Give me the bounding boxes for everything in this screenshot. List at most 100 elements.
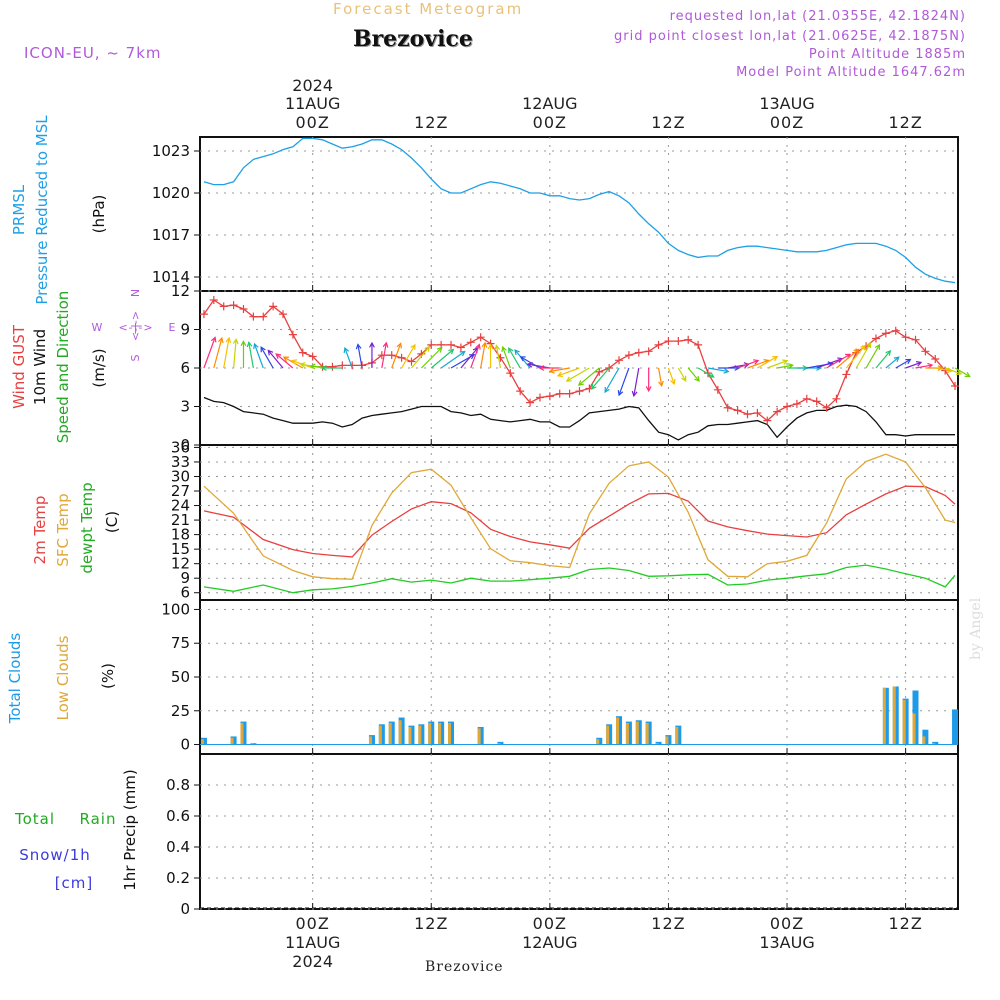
gust-marker: [555, 389, 564, 398]
wind-arrow: [591, 367, 610, 390]
time-tick-top: 00Z: [533, 113, 567, 132]
wind-arrow: [935, 367, 953, 372]
wind-arrow: [633, 367, 640, 396]
y-tick-label: 100: [161, 600, 190, 618]
compass-ns-arrow: <-|->: [129, 311, 142, 341]
y-tick-label: 1023: [152, 142, 190, 160]
series-2m-temp: [203, 485, 956, 558]
bar-low-clouds: [398, 720, 402, 745]
gust-marker: [565, 389, 574, 398]
bar-total-clouds: [952, 709, 959, 745]
label-low-clouds: Low Clouds: [54, 635, 72, 720]
gust-marker: [229, 301, 238, 310]
time-tick-top: 12Z: [414, 113, 448, 132]
gust-marker: [891, 326, 900, 335]
wind-arrow-head: [382, 341, 389, 348]
year-tick-bottom: 2024: [292, 952, 333, 971]
bar-low-clouds: [200, 739, 204, 745]
gust-marker: [763, 416, 772, 425]
wind-arrow: [737, 359, 759, 369]
label-sfc-temp: SFC Temp: [54, 493, 72, 566]
bar-low-clouds: [675, 726, 679, 745]
bar-low-clouds: [438, 722, 442, 745]
wind-arrow: [460, 347, 479, 369]
wind-arrow-head: [782, 359, 789, 365]
wind-arrow-head: [436, 346, 443, 353]
gust-marker: [733, 406, 742, 415]
time-tick-bottom: 00Z: [295, 914, 329, 933]
bar-low-clouds: [408, 726, 412, 745]
wind-arrow: [260, 346, 274, 369]
wind-arrow: [495, 345, 502, 369]
y-tick-label: 3: [180, 398, 190, 416]
wind-arrow: [440, 350, 466, 369]
wind-arrow-head: [469, 354, 476, 360]
gust-marker: [624, 351, 633, 360]
y-tick-label: 18: [171, 526, 190, 544]
bar-low-clouds: [448, 722, 452, 745]
gust-marker: [634, 348, 643, 357]
gust-marker: [951, 381, 960, 390]
gust-marker: [516, 387, 525, 396]
y-tick-label: 9: [180, 569, 190, 587]
bar-low-clouds: [230, 737, 234, 745]
gust-marker: [773, 407, 782, 416]
label-total-clouds: Total Clouds: [6, 633, 24, 725]
gust-marker: [802, 394, 811, 403]
wind-arrow: [687, 367, 700, 382]
wind-arrow-head: [253, 342, 259, 350]
time-tick-top: 00Z: [295, 113, 329, 132]
bar-low-clouds: [368, 736, 372, 745]
wind-arrow-head: [494, 344, 501, 351]
y-tick-label: 9: [180, 321, 190, 339]
bar-low-clouds: [250, 743, 254, 745]
wind-arrow: [667, 367, 675, 385]
compass-ew-arrow: <-|->: [118, 321, 153, 334]
wind-arrow-head: [905, 358, 912, 365]
y-tick-label: 1017: [152, 226, 190, 244]
gust-marker: [328, 362, 337, 371]
date-tick-top: 13AUG: [759, 94, 814, 113]
label-snow: Snow/1h: [19, 846, 91, 864]
bar-low-clouds: [922, 736, 926, 745]
label-speed-direction: Speed and Direction: [54, 291, 72, 444]
wind-arrow: [885, 356, 900, 369]
wind-arrow-head: [369, 341, 375, 348]
wind-arrow-head: [538, 365, 545, 371]
bar-low-clouds: [606, 725, 610, 745]
panel-precip: [199, 753, 959, 910]
gust-marker: [496, 353, 505, 362]
bar-low-clouds: [892, 686, 896, 745]
gust-marker: [654, 340, 663, 349]
time-tick-bottom: 12Z: [414, 914, 448, 933]
gust-marker: [506, 369, 515, 378]
wind-arrow-head: [210, 336, 217, 343]
gust-marker: [219, 302, 228, 311]
wind-arrow: [657, 367, 663, 386]
y-tick-label: 12: [171, 555, 190, 573]
wind-arrow: [747, 359, 769, 369]
wind-arrow-head: [617, 390, 624, 397]
wind-arrow-head: [874, 343, 881, 350]
y-tick-label: 1020: [152, 184, 190, 202]
wind-arrow: [915, 364, 933, 369]
bar-low-clouds: [596, 739, 600, 745]
y-tick-label: 0.2: [166, 869, 190, 887]
label-total: Total: [14, 810, 55, 828]
bar-low-clouds: [665, 736, 669, 745]
gust-marker: [456, 343, 465, 352]
point-altitude: Point Altitude 1885m: [808, 47, 966, 62]
wind-arrow: [618, 367, 630, 396]
model-altitude: Model Point Altitude 1647.62m: [736, 65, 966, 80]
wind-arrow-head: [604, 386, 610, 394]
y-tick-label: 21: [171, 511, 190, 529]
y-tick-label: 0: [180, 900, 190, 918]
wind-arrow: [954, 367, 970, 377]
y-tick-label: 0: [180, 436, 190, 454]
date-tick-bottom: 12AUG: [522, 933, 577, 952]
gust-marker: [812, 397, 821, 406]
wind-arrow-head: [275, 353, 282, 359]
wind-arrow: [527, 363, 550, 369]
gust-marker: [387, 351, 396, 360]
